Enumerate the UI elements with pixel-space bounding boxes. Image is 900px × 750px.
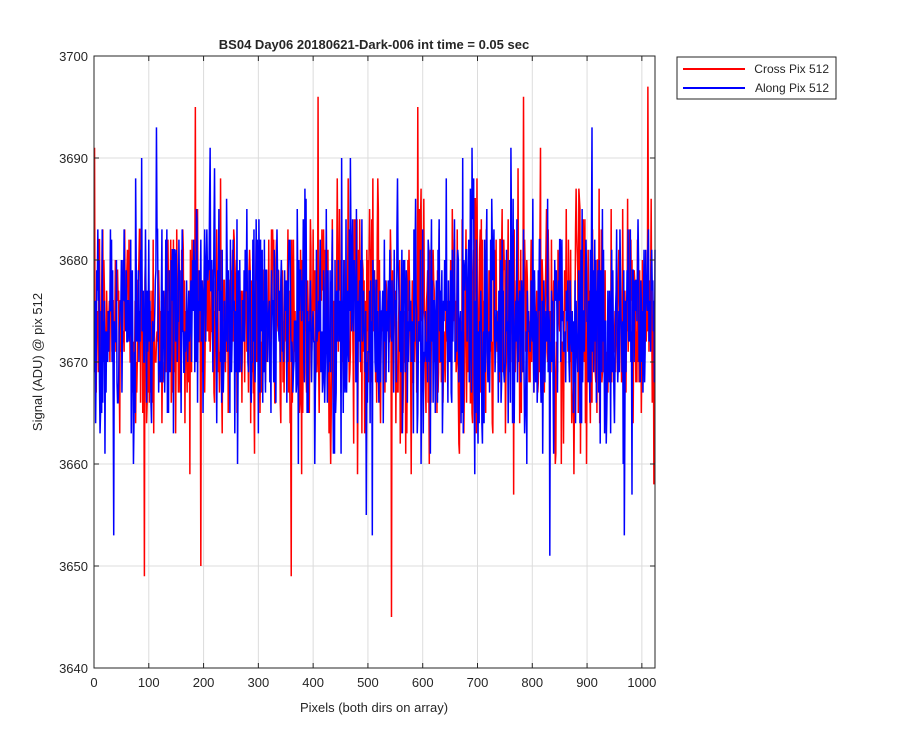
x-tick-label: 200	[193, 675, 215, 690]
series-line-along	[93, 127, 656, 556]
x-tick-label: 900	[576, 675, 598, 690]
y-tick-label: 3700	[59, 49, 88, 64]
y-tick-label: 3690	[59, 151, 88, 166]
legend-box	[676, 56, 837, 100]
x-axis-label: Pixels (both dirs on array)	[300, 700, 448, 715]
y-tick-label: 3660	[59, 457, 88, 472]
series-layer	[93, 86, 656, 618]
x-tick-label: 300	[248, 675, 270, 690]
y-tick-label: 3650	[59, 559, 88, 574]
x-tick-label: 800	[521, 675, 543, 690]
x-tick-label: 400	[302, 675, 324, 690]
y-tick-label: 3670	[59, 355, 88, 370]
x-tick-label: 500	[357, 675, 379, 690]
x-tick-label: 1000	[627, 675, 656, 690]
legend: Cross Pix 512 Along Pix 512	[676, 56, 837, 100]
legend-label-cross: Cross Pix 512	[754, 62, 829, 76]
chart-title: BS04 Day06 20180621-Dark-006 int time = …	[219, 37, 529, 52]
x-tick-label: 600	[412, 675, 434, 690]
x-tick-label: 700	[467, 675, 489, 690]
y-axis-label: Signal (ADU) @ pix 512	[30, 293, 45, 431]
x-tick-label: 0	[90, 675, 97, 690]
tick-marks	[93, 55, 655, 669]
legend-label-along: Along Pix 512	[755, 81, 829, 95]
y-tick-label: 3680	[59, 253, 88, 268]
tick-labels: 0 100 200 300 400 500 600 700 800 900 1000 3640 3650…	[59, 49, 656, 690]
x-tick-label: 100	[138, 675, 160, 690]
y-tick-label: 3640	[59, 661, 88, 676]
